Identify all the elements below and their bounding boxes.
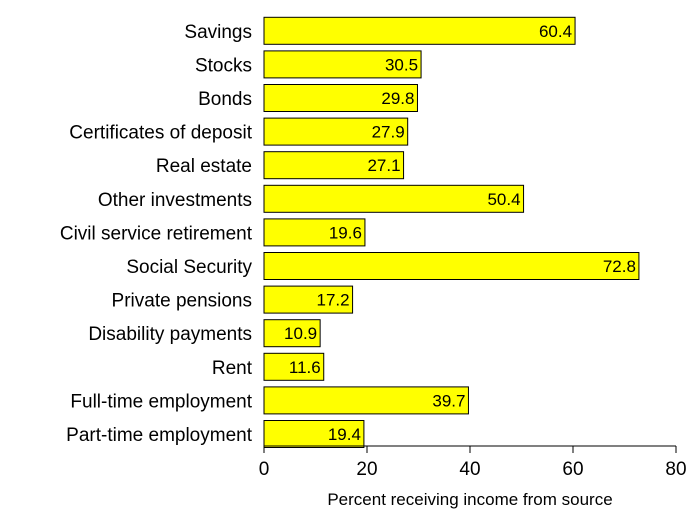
bar-group: 27.1 Real estate [156,151,405,180]
category-label: Real estate [156,156,252,177]
bar [263,252,640,280]
x-axis: 0 20 40 60 80 [259,445,687,480]
bar-group: 17.2 Private pensions [112,285,354,314]
value-label: 11.6 [289,358,321,377]
x-tick-label: 0 [259,459,270,480]
category-label: Rent [212,358,253,379]
category-label: Stocks [195,55,252,76]
bar [263,50,422,79]
value-label: 50.4 [487,190,520,209]
value-label: 72.8 [603,257,636,276]
category-label: Savings [184,22,252,43]
category-label: Civil service retirement [60,223,253,244]
value-label: 39.7 [432,391,465,410]
bar-group: 39.7 Full-time employment [70,386,469,415]
bar-group: 72.8 Social Security [126,252,640,280]
x-tick-label: 60 [562,459,583,480]
bar-group: 11.6 Rent [212,352,325,381]
bars-layer: 60.4 Savings 30.5 Stocks 29.8 Bonds 27.9 Certif… [60,16,640,448]
bar-group: 19.4 Part-time employment [66,420,365,448]
bar-group: 19.6 Civil service retirement [60,218,366,247]
x-tick-label: 80 [665,459,686,480]
bar [263,117,409,146]
value-label: 27.1 [367,156,400,175]
x-tick-label: 20 [356,459,377,480]
value-label: 19.4 [328,425,361,444]
bar [263,151,405,180]
value-label: 30.5 [385,55,418,74]
bar [263,386,469,415]
x-axis-title: Percent receiving income from source [327,490,612,509]
bar-group: 30.5 Stocks [195,50,422,79]
category-label: Full-time employment [70,391,252,412]
category-label: Disability payments [88,324,252,345]
value-label: 19.6 [329,223,362,242]
value-label: 60.4 [539,22,572,41]
category-label: Other investments [98,190,252,211]
x-tick-label: 40 [459,459,480,480]
bar [263,352,325,381]
bar-group: 60.4 Savings [184,16,576,45]
value-label: 10.9 [284,324,317,343]
category-label: Certificates of deposit [69,123,252,144]
bar-group: 10.9 Disability payments [88,319,321,348]
value-label: 27.9 [372,123,405,142]
bar [263,84,418,112]
value-label: 17.2 [316,291,349,310]
bar [263,218,366,247]
bar-group: 50.4 Other investments [98,184,525,213]
value-label: 29.8 [381,89,414,108]
bar-group: 27.9 Certificates of deposit [69,117,409,146]
bar [263,319,321,348]
bar-group: 29.8 Bonds [198,84,418,112]
bar [263,184,525,213]
bar [263,420,365,448]
category-label: Social Security [126,257,252,278]
category-label: Part-time employment [66,425,253,446]
bar [263,16,576,45]
bar [263,285,354,314]
category-label: Private pensions [112,291,252,312]
category-label: Bonds [198,89,252,110]
